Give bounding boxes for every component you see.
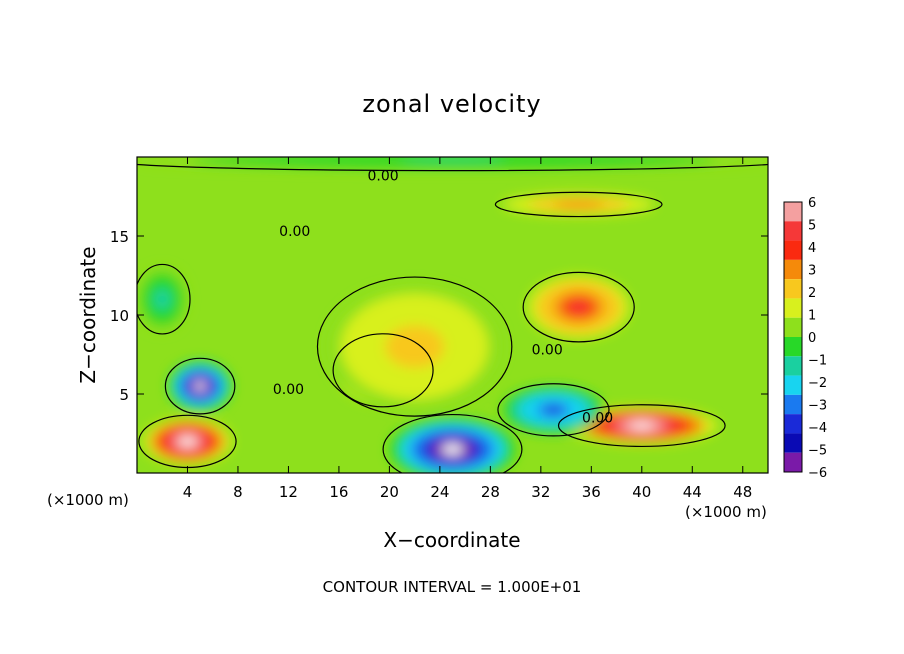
colorbar-label-3: 3 [808,264,816,279]
x-tick-label-4: 4 [183,483,193,501]
colorbar-label-2: 4 [808,241,816,256]
y-axis-label: Z−coordinate [76,246,100,383]
colorbar-swatch-13 [784,452,802,472]
field-features [137,157,768,473]
contour-line-4 [382,413,523,473]
colorbar-swatch-2 [784,240,802,260]
colorbar-frame [783,201,803,473]
colorbar-swatch-6 [784,317,802,337]
field-feature-7-level-5 [180,437,195,446]
x-tick-label-28: 28 [481,483,500,501]
colorbar-swatch-7 [784,337,802,357]
contour-line-8 [137,263,191,335]
colorbar-swatch-9 [784,375,802,395]
contour-label-2: 0.00 [532,343,563,359]
x-tick-label-44: 44 [683,483,702,501]
x-units-left: (×1000 m) [47,491,129,509]
colorbar-label-7: −1 [808,354,827,369]
colorbar-label-8: −2 [808,376,827,391]
contour-label-0: 0.00 [368,169,399,185]
field-feature-9-level-5 [399,158,506,162]
x-axis-label: X−coordinate [383,528,520,552]
colorbar-label-5: 1 [808,309,816,324]
colorbar-label-4: 2 [808,286,816,301]
x-tick-label-40: 40 [632,483,651,501]
contour-line-3 [557,404,726,448]
y-tick-label-15: 15 [110,228,129,246]
x-tick-label-16: 16 [329,483,348,501]
field-feature-3-level-5 [629,422,655,429]
contour-label-3: 0.00 [273,382,304,398]
x-units-right: (×1000 m) [685,503,767,521]
x-tick-label-36: 36 [582,483,601,501]
colorbar-swatch-12 [784,433,802,453]
colorbar-swatch-1 [784,221,802,241]
contour-line-6 [164,357,236,415]
y-ticks: 5 10 15 [110,228,768,404]
colorbar-swatch-11 [784,414,802,434]
contour-line-1 [522,271,635,343]
x-tick-label-12: 12 [279,483,298,501]
field-feature-5-level-5 [545,405,562,414]
y-tick-label-10: 10 [110,307,129,325]
colorbar: 6 5 4 3 2 1 0 −1 −2 −3 −4 −5 −6 [783,196,827,481]
colorbar-label-9: −3 [808,399,827,414]
field-feature-4-level-5 [441,444,464,455]
x-ticks: 4 8 12 16 20 24 28 32 36 40 44 48 [183,157,752,501]
field-feature-1-level-5 [570,301,588,313]
contour-label-1: 0.00 [279,224,310,240]
x-tick-label-48: 48 [733,483,752,501]
contour-interval-note: CONTOUR INTERVAL = 1.000E+01 [323,578,582,596]
x-tick-label-20: 20 [380,483,399,501]
colorbar-label-1: 5 [808,219,816,234]
y-tick-label-5: 5 [119,386,129,404]
colorbar-label-11: −5 [808,444,827,459]
field-feature-10-level-5 [399,336,430,358]
chart-title: zonal velocity [362,90,541,118]
contour-line-5 [497,383,610,437]
colorbar-swatch-10 [784,394,802,415]
colorbar-swatch-0 [784,202,802,222]
x-tick-label-24: 24 [430,483,449,501]
contour-label-4: 0.00 [582,410,613,426]
contour-line-9 [137,163,768,172]
colorbar-swatch-5 [784,298,802,318]
contour-line-2 [494,191,663,218]
colorbar-label-10: −4 [808,421,827,436]
contour-line-0 [332,333,434,408]
contour-labels: 0.00 0.00 0.00 0.00 0.00 [273,169,613,427]
colorbar-swatch-8 [784,356,802,376]
field-feature-2-level-5 [566,202,592,207]
x-tick-label-8: 8 [233,483,243,501]
colorbar-swatch-3 [784,259,802,280]
colorbar-label-12: −6 [808,466,827,481]
x-tick-label-32: 32 [531,483,550,501]
velocity-field [137,157,768,473]
colorbar-label-6: 0 [808,331,816,346]
field-feature-6-level-5 [194,381,206,391]
colorbar-label-0: 6 [808,196,816,211]
colorbar-swatch-4 [784,279,802,299]
field-feature-8-level-5 [158,293,167,305]
contour-line-10 [316,276,513,417]
